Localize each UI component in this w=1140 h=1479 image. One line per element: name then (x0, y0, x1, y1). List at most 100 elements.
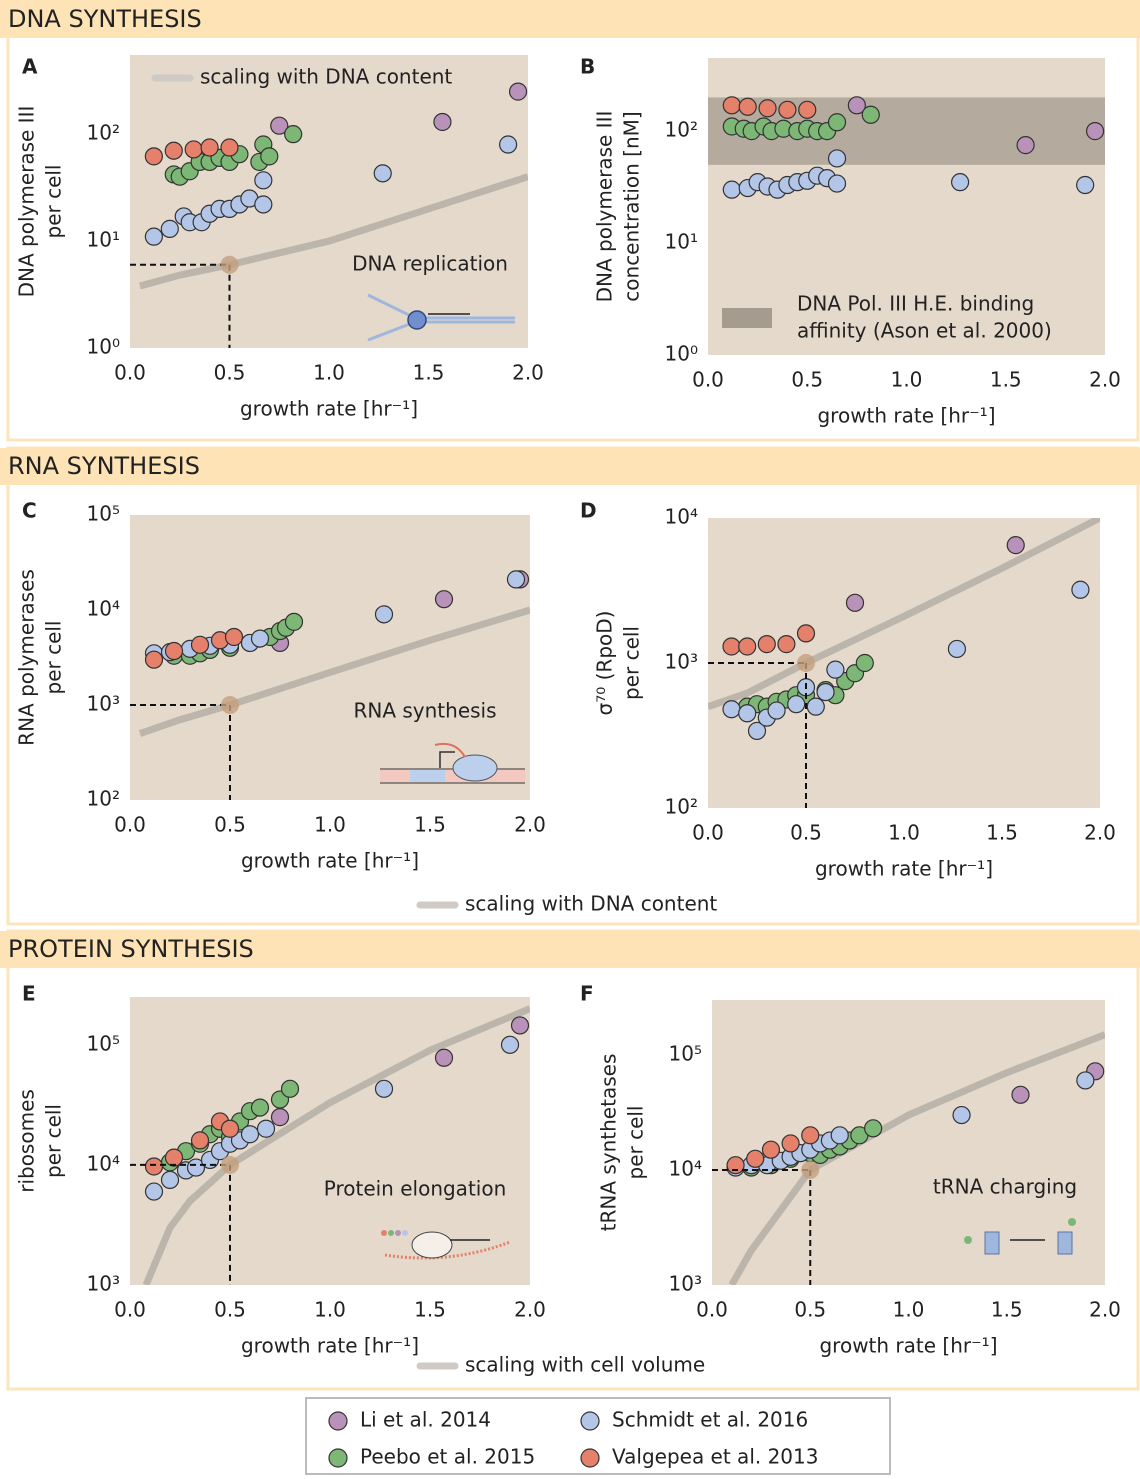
x-tick-label: 1.5 (986, 821, 1018, 845)
data-point (433, 112, 452, 132)
section-title: RNA SYNTHESIS (8, 452, 200, 480)
data-point (722, 180, 741, 199)
scaling-curve (708, 518, 1100, 710)
data-point (758, 99, 777, 118)
y-tick-label: 10² (665, 795, 698, 819)
data-point (761, 1140, 781, 1159)
data-point (260, 147, 279, 166)
data-point (845, 593, 865, 612)
y-tick-label: 10⁰ (87, 335, 120, 359)
x-tick-label: 1.0 (313, 361, 345, 385)
data-point (861, 105, 880, 124)
band-legend-label: DNA Pol. III H.E. binding (797, 292, 1034, 316)
transcription-icon (380, 742, 525, 784)
data-point (254, 171, 273, 190)
data-point (806, 697, 825, 716)
y-tick-label: 10³ (669, 1272, 702, 1296)
data-point (746, 1149, 765, 1168)
data-point (284, 612, 304, 631)
data-point (254, 195, 273, 214)
data-point (220, 138, 239, 157)
y-axis-label: per cell (42, 1104, 66, 1178)
data-point (738, 637, 757, 656)
legend-label: Peebo et al. 2015 (360, 1445, 535, 1469)
reference-point (221, 1155, 239, 1174)
data-point (830, 1126, 849, 1145)
data-point (200, 138, 219, 157)
data-point (781, 1134, 800, 1153)
translation-icon (381, 1230, 511, 1260)
y-tick-label: 10⁴ (87, 597, 120, 621)
panel-letter: C (22, 499, 37, 523)
band-legend-label: affinity (Ason et al. 2000) (797, 319, 1052, 343)
data-point (726, 1156, 745, 1175)
x-tick-label: 0.0 (114, 361, 146, 385)
data-point (144, 227, 163, 246)
data-point (434, 590, 454, 609)
legend-marker (580, 1411, 600, 1431)
x-tick-label: 0.0 (114, 813, 146, 837)
reference-point (797, 654, 815, 672)
data-point (777, 635, 796, 654)
data-point (270, 1108, 290, 1127)
plot-layer (138, 570, 530, 737)
y-tick-label: 10⁴ (665, 505, 698, 529)
plot-layer (726, 1031, 1105, 1285)
x-tick-label: 2.0 (514, 813, 546, 837)
data-point (184, 140, 203, 159)
data-point (855, 653, 874, 673)
plot-layer (708, 96, 1105, 199)
x-axis-label: growth rate [hr⁻¹] (815, 857, 993, 881)
legend-label: Valgepea et al. 2013 (612, 1445, 818, 1469)
data-point (747, 721, 767, 741)
data-point (144, 1182, 164, 1201)
x-tick-label: 2.0 (1084, 821, 1116, 845)
x-tick-label: 0.5 (214, 813, 246, 837)
data-point (757, 635, 776, 654)
section-header (0, 931, 1140, 968)
scaling-curve (138, 606, 530, 737)
data-point (373, 164, 392, 183)
x-tick-label: 2.0 (1089, 368, 1121, 392)
data-point (190, 1131, 210, 1150)
plot-area (712, 1000, 1105, 1285)
x-tick-label: 2.0 (512, 361, 544, 385)
data-point (778, 100, 797, 119)
data-point (738, 97, 757, 116)
data-point (284, 125, 303, 144)
data-point (1016, 136, 1035, 155)
data-point (160, 219, 179, 238)
data-point (722, 700, 741, 719)
y-tick-label: 10³ (665, 650, 698, 674)
y-tick-label: 10² (87, 121, 120, 145)
data-point (270, 116, 289, 135)
data-point (499, 135, 518, 154)
trend-legend-label: scaling with cell volume (465, 1353, 705, 1377)
data-point (722, 637, 741, 656)
x-tick-label: 0.0 (692, 368, 724, 392)
plot-area (708, 518, 1100, 808)
legend-marker (328, 1448, 348, 1468)
trend-legend-label: scaling with DNA content (465, 892, 717, 916)
section-header (0, 448, 1140, 485)
y-axis-label: σ⁷⁰ (RpoD) (593, 611, 617, 716)
plot-layer (139, 82, 528, 290)
data-point (826, 660, 845, 679)
y-axis-label: concentration [nM] (620, 111, 644, 301)
panel-letter: A (22, 55, 38, 79)
data-point (510, 1016, 530, 1035)
reference-point (801, 1160, 820, 1179)
x-tick-label: 1.0 (314, 813, 346, 837)
y-axis-label: per cell (620, 626, 644, 700)
x-tick-label: 0.0 (114, 1298, 146, 1322)
y-tick-label: 10³ (87, 692, 120, 716)
annotation: RNA synthesis (353, 699, 496, 723)
data-point (144, 650, 164, 669)
data-point (801, 1126, 820, 1145)
data-point (816, 682, 835, 702)
section-title: DNA SYNTHESIS (8, 5, 202, 33)
annotation: Protein elongation (324, 1177, 507, 1201)
y-tick-label: 10⁵ (87, 502, 120, 526)
